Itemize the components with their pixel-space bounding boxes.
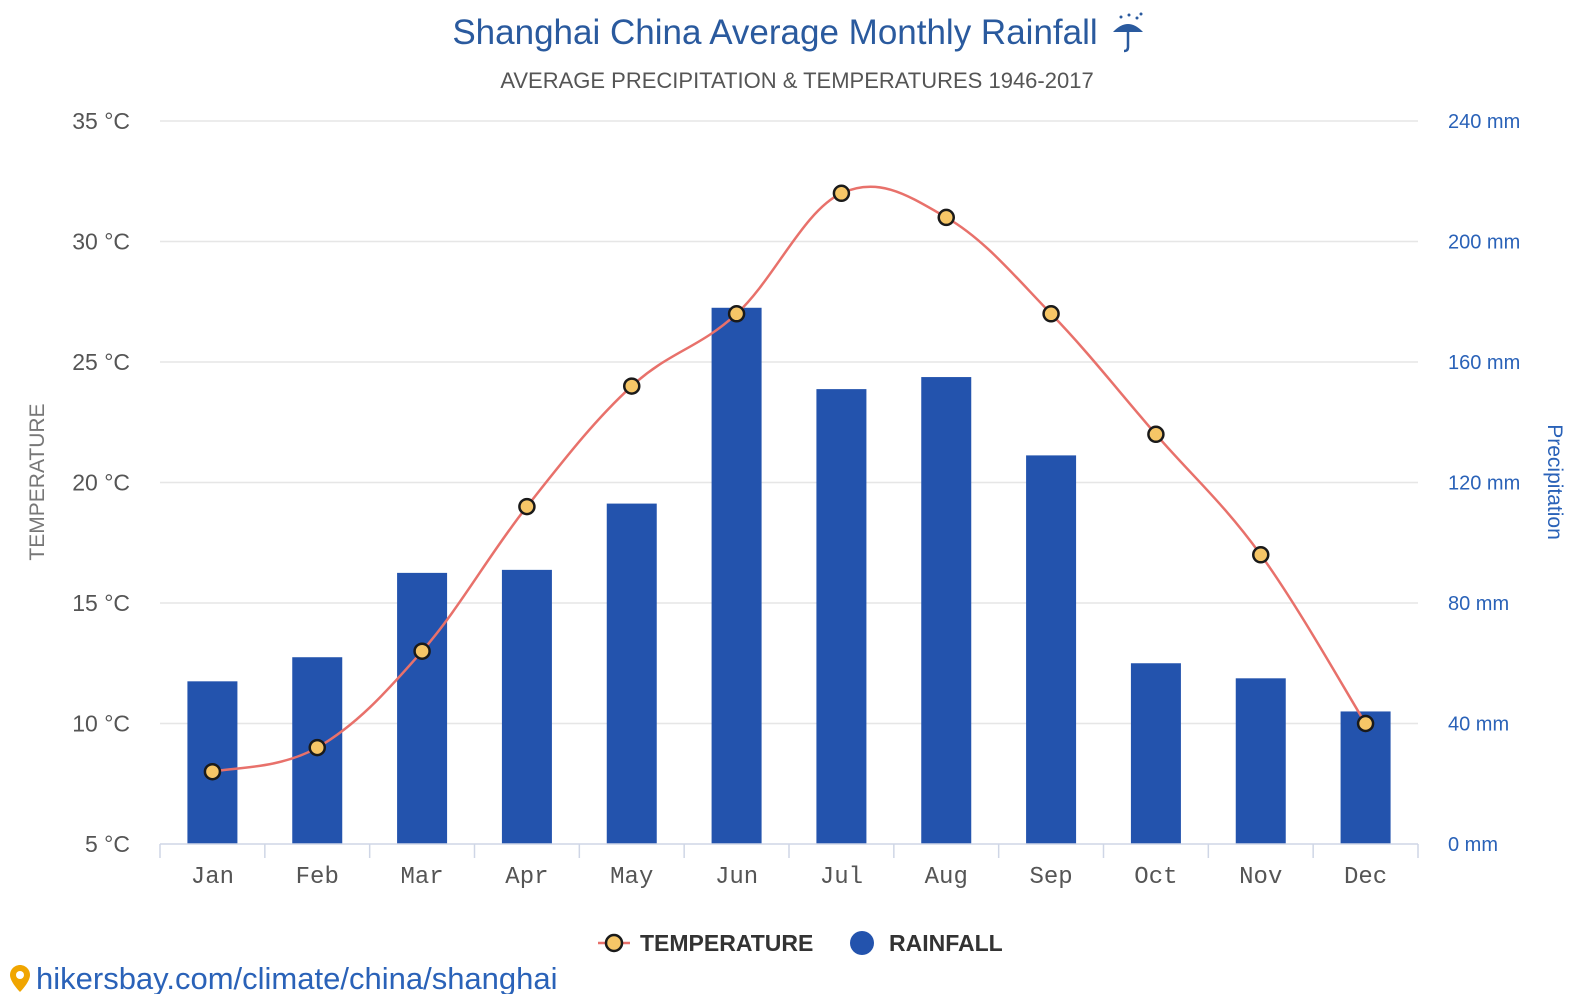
x-tick-label: Nov xyxy=(1239,864,1282,891)
x-tick-label: Sep xyxy=(1029,864,1072,891)
x-tick-label: Oct xyxy=(1134,864,1177,891)
x-tick-label: Apr xyxy=(505,864,548,891)
y-left-tick-label: 5 °C xyxy=(85,831,130,857)
rainfall-bar[interactable] xyxy=(606,503,657,844)
temperature-point[interactable] xyxy=(623,377,641,395)
temperature-markers xyxy=(203,184,1375,781)
rainfall-bars xyxy=(187,307,1391,844)
map-pin-icon xyxy=(10,965,30,992)
x-axis: Jan Feb Mar Apr May Jun Jul Aug Sep Oct Nov Dec xyxy=(159,843,1419,891)
legend-temperature-marker xyxy=(604,933,624,953)
temperature-point[interactable] xyxy=(832,184,851,203)
rainfall-bar[interactable] xyxy=(921,377,972,844)
y-right-tick-label: 200 mm xyxy=(1448,232,1520,254)
y-right-tick-label: 160 mm xyxy=(1448,352,1520,374)
rainfall-bar[interactable] xyxy=(816,389,867,844)
rainfall-bar[interactable] xyxy=(1026,455,1077,844)
y-axis-right-ticks: 240 mm 200 mm 160 mm 120 mm 80 mm 40 mm 0 mm xyxy=(1448,111,1520,856)
y-left-tick-label: 30 °C xyxy=(72,229,130,255)
chart-subtitle: AVERAGE PRECIPITATION & TEMPERATURES 194… xyxy=(500,68,1093,93)
legend: TEMPERATURE RAINFALL xyxy=(598,930,1003,956)
y-right-tick-label: 240 mm xyxy=(1448,111,1520,133)
y-axis-left-title: TEMPERATURE xyxy=(26,403,49,560)
temperature-line-path xyxy=(212,185,1367,773)
chart-title: Shanghai China Average Monthly Rainfall xyxy=(452,13,1097,52)
legend-temperature-label: TEMPERATURE xyxy=(640,930,813,956)
temperature-point[interactable] xyxy=(1042,305,1060,323)
gridlines xyxy=(160,120,1418,725)
x-tick-label: May xyxy=(610,864,653,891)
temperature-point[interactable] xyxy=(937,208,955,227)
x-tick-label: Mar xyxy=(400,864,443,891)
y-right-tick-label: 120 mm xyxy=(1448,473,1520,495)
rainfall-bar[interactable] xyxy=(1130,663,1181,844)
y-axis-left-ticks: 35 °C 30 °C 25 °C 20 °C 15 °C 10 °C 5 °C xyxy=(72,108,130,857)
y-right-tick-label: 40 mm xyxy=(1448,714,1509,736)
temperature-point[interactable] xyxy=(413,642,431,660)
rainfall-bar[interactable] xyxy=(187,681,238,844)
temperature-point[interactable] xyxy=(308,738,326,757)
x-tick-label: Jan xyxy=(191,864,234,891)
source-link[interactable]: hikersbay.com/climate/china/shanghai xyxy=(10,961,558,994)
y-right-tick-label: 0 mm xyxy=(1448,834,1498,856)
x-tick-label: Jul xyxy=(820,864,863,891)
temperature-point[interactable] xyxy=(1147,425,1165,444)
temperature-line xyxy=(212,185,1367,773)
temperature-point[interactable] xyxy=(727,305,746,323)
temperature-point[interactable] xyxy=(1356,714,1375,733)
y-left-tick-label: 20 °C xyxy=(72,470,130,496)
rainfall-bar[interactable] xyxy=(501,569,552,844)
source-link-text[interactable]: hikersbay.com/climate/china/shanghai xyxy=(36,961,558,994)
x-tick-label: Aug xyxy=(925,864,968,891)
legend-temperature[interactable]: TEMPERATURE xyxy=(598,930,813,956)
y-axis-right-title: Precipitation xyxy=(1543,424,1566,540)
rainfall-bar[interactable] xyxy=(1235,678,1286,844)
temperature-point[interactable] xyxy=(518,497,536,516)
y-left-tick-label: 10 °C xyxy=(72,711,130,737)
x-tick-label: Dec xyxy=(1344,864,1387,891)
y-left-tick-label: 35 °C xyxy=(72,108,130,134)
y-left-tick-label: 15 °C xyxy=(72,590,130,616)
y-left-tick-label: 25 °C xyxy=(72,349,130,375)
temperature-point[interactable] xyxy=(1252,546,1270,564)
x-tick-label: Jun xyxy=(715,864,758,891)
umbrella-rain-icon xyxy=(1113,12,1143,53)
rainfall-bar[interactable] xyxy=(1340,711,1391,844)
rainfall-bar[interactable] xyxy=(397,572,448,844)
legend-rainfall-label: RAINFALL xyxy=(889,930,1003,956)
legend-rainfall[interactable]: RAINFALL xyxy=(850,930,1003,956)
x-tick-label: Feb xyxy=(296,864,339,891)
y-right-tick-label: 80 mm xyxy=(1448,593,1509,615)
legend-rainfall-marker xyxy=(850,931,874,955)
rainfall-bar[interactable] xyxy=(711,307,762,844)
temperature-point[interactable] xyxy=(203,762,222,781)
